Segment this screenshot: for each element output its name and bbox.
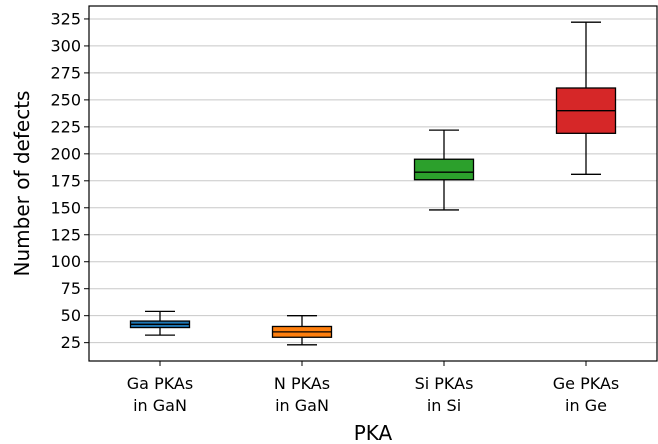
x-tick-label: Si PKAs in Si — [415, 374, 474, 415]
y-tick-label: 150 — [50, 198, 81, 217]
y-tick-label: 75 — [61, 279, 81, 298]
box-4 — [555, 21, 617, 175]
x-axis-label: PKA — [354, 421, 393, 444]
y-tick-label: 175 — [50, 171, 81, 190]
x-tick-label: Ge PKAs in Ge — [553, 374, 619, 415]
iqr-box — [413, 158, 475, 181]
y-tick-label: 225 — [50, 117, 81, 136]
box-3 — [413, 129, 475, 211]
boxes — [129, 21, 617, 346]
y-tick-label: 300 — [50, 36, 81, 55]
y-tick-label: 325 — [50, 9, 81, 28]
y-tick-label: 25 — [61, 333, 81, 352]
y-axis-ticks: 25 50 75 100 125 150 175 200 225 250 275 300 325 — [50, 9, 89, 352]
y-tick-label: 250 — [50, 90, 81, 109]
y-tick-label: 100 — [50, 252, 81, 271]
x-tick-label: N PKAs in GaN — [274, 374, 330, 415]
box-1 — [129, 310, 191, 336]
x-axis-ticks: Ga PKAs in GaN N PKAs in GaN Si PKAs in Si Ge … — [127, 361, 619, 415]
box-2 — [271, 315, 333, 346]
gridlines — [89, 18, 657, 344]
y-tick-label: 275 — [50, 63, 81, 82]
y-axis-label: Number of defects — [10, 91, 34, 277]
y-tick-label: 200 — [50, 144, 81, 163]
plot-frame — [88, 5, 658, 362]
y-tick-label: 125 — [50, 225, 81, 244]
x-tick-label: Ga PKAs in GaN — [127, 374, 193, 415]
y-tick-label: 50 — [61, 306, 81, 325]
